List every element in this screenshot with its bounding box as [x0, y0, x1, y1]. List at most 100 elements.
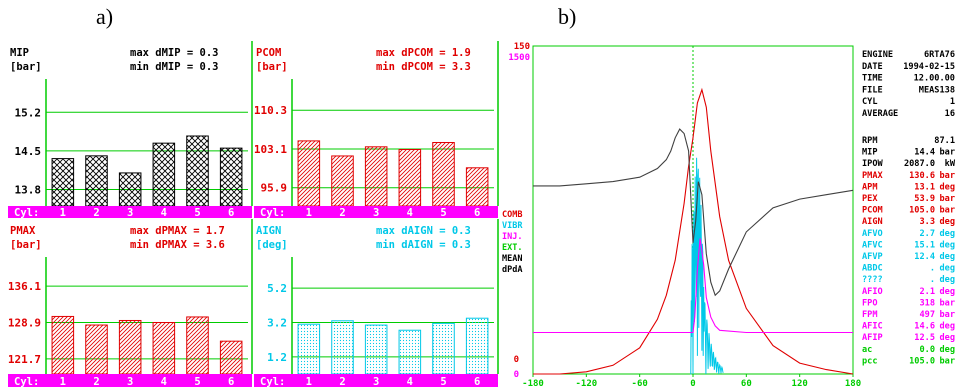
- series-vibration: [690, 157, 724, 375]
- cyl-number-3: 3: [127, 376, 133, 387]
- bar-cyl-6: [219, 147, 243, 207]
- panel-unit: [deg]: [256, 239, 288, 251]
- cyl-number-1: 1: [60, 376, 66, 387]
- info-unit: deg: [939, 217, 955, 227]
- cyl-number-6: 6: [228, 376, 234, 387]
- y-tick-label: 3.2: [267, 317, 287, 330]
- y-tick-label: 136.1: [8, 280, 41, 293]
- figure-label-b: b): [558, 4, 577, 29]
- cyl-number-3: 3: [373, 207, 379, 219]
- series-magenta: [533, 238, 853, 334]
- info-key: ????: [862, 275, 883, 285]
- cyl-label: Cyl:: [14, 207, 39, 219]
- stat-min: min dMIP = 0.3: [130, 61, 219, 73]
- info-key: ENGINE: [862, 50, 893, 60]
- stat-max: max dPMAX = 1.7: [130, 225, 225, 237]
- info-key: PMAX: [862, 171, 884, 181]
- bar-cyl-5: [432, 322, 455, 375]
- bar-cyl-6: [465, 317, 489, 375]
- panel-title: AIGN: [256, 225, 281, 237]
- y-bottom-label-injection: 0: [514, 370, 519, 380]
- legend-dpda: dPdA: [502, 265, 522, 275]
- panel-unit: [bar]: [10, 61, 42, 73]
- cyl-number-2: 2: [93, 376, 99, 387]
- info-value: 3.3: [919, 217, 935, 227]
- info-value: 2.1: [919, 287, 935, 297]
- info-unit: deg: [939, 275, 955, 285]
- figure-label-a: a): [96, 4, 114, 29]
- info-key: FILE: [862, 85, 883, 95]
- panel-unit: [bar]: [10, 239, 42, 251]
- cylinder-strip: [8, 374, 252, 387]
- stat-min: min dPCOM = 3.3: [376, 61, 471, 73]
- y-tick-label: 95.9: [261, 182, 288, 195]
- info-key: ABDC: [862, 264, 883, 274]
- info-value: 53.9: [914, 194, 935, 204]
- bar-cyl-2: [331, 155, 354, 207]
- info-key: ac: [862, 345, 872, 355]
- cyl-number-1: 1: [306, 376, 312, 387]
- info-value: 14.4: [914, 148, 935, 158]
- info-value: 14.6: [914, 322, 935, 332]
- cyl-number-1: 1: [306, 207, 312, 219]
- info-value: 2.7: [919, 229, 935, 239]
- info-key: APM: [862, 182, 878, 192]
- y-tick-label: 14.5: [15, 145, 42, 158]
- info-value: 105.0: [909, 356, 935, 366]
- bar-cyl-3: [364, 324, 388, 375]
- cyl-number-2: 2: [339, 207, 345, 219]
- cyl-number-5: 5: [440, 207, 446, 219]
- bar-cyl-1: [297, 140, 321, 207]
- info-value: .: [930, 275, 935, 285]
- info-unit: deg: [939, 322, 955, 332]
- info-key: AFIP: [862, 333, 883, 343]
- bar-cyl-4: [152, 142, 176, 207]
- info-unit: bar: [939, 206, 955, 216]
- info-value: 2087.0: [904, 159, 935, 169]
- cylinder-strip: [254, 374, 498, 387]
- cyl-number-6: 6: [474, 207, 480, 219]
- y-top-label-injection: 1500: [508, 53, 530, 63]
- info-value: 12.00.00: [914, 74, 955, 84]
- bar-cyl-1: [297, 323, 321, 375]
- info-key: AVERAGE: [862, 109, 898, 119]
- info-key: RPM: [862, 136, 878, 146]
- bar-cyl-5: [186, 316, 209, 375]
- info-key: AFIO: [862, 287, 883, 297]
- bar-cyl-5: [432, 142, 455, 207]
- cyl-number-3: 3: [127, 207, 133, 219]
- info-value: 16: [945, 109, 955, 119]
- x-tick-label: -120: [575, 379, 597, 387]
- cyl-number-4: 4: [161, 207, 167, 219]
- info-value: 497: [919, 310, 935, 320]
- bar-cyl-1: [51, 315, 75, 375]
- info-value: 13.1: [914, 182, 935, 192]
- x-tick-label: 60: [741, 379, 752, 387]
- info-unit: deg: [939, 333, 955, 343]
- info-value: 105.0: [909, 206, 935, 216]
- info-unit: deg: [939, 229, 955, 239]
- bar-cyl-6: [465, 167, 489, 207]
- legend-comb: COMB: [502, 210, 522, 220]
- cyl-number-5: 5: [194, 207, 200, 219]
- info-key: AFVO: [862, 229, 883, 239]
- bar-cyl-3: [118, 172, 142, 207]
- info-key: CYL: [862, 97, 878, 107]
- stat-max: max dMIP = 0.3: [130, 47, 219, 59]
- bar-cyl-2: [331, 320, 354, 375]
- info-value: 6RTA76: [924, 50, 955, 60]
- info-unit: deg: [939, 287, 955, 297]
- cyl-number-5: 5: [194, 376, 200, 387]
- cyl-number-6: 6: [474, 376, 480, 387]
- x-tick-label: -60: [632, 379, 648, 387]
- legend-inj: INJ.: [502, 232, 522, 242]
- cyl-label: Cyl:: [260, 376, 285, 387]
- y-tick-label: 5.2: [267, 282, 287, 295]
- info-value: 12.5: [914, 333, 935, 343]
- bar-cyl-4: [398, 149, 422, 207]
- panel-title: PCOM: [256, 47, 281, 59]
- bar-cyl-2: [85, 324, 108, 375]
- info-unit: deg: [939, 240, 955, 250]
- cylinder-strip: [8, 206, 252, 218]
- cyl-number-2: 2: [339, 376, 345, 387]
